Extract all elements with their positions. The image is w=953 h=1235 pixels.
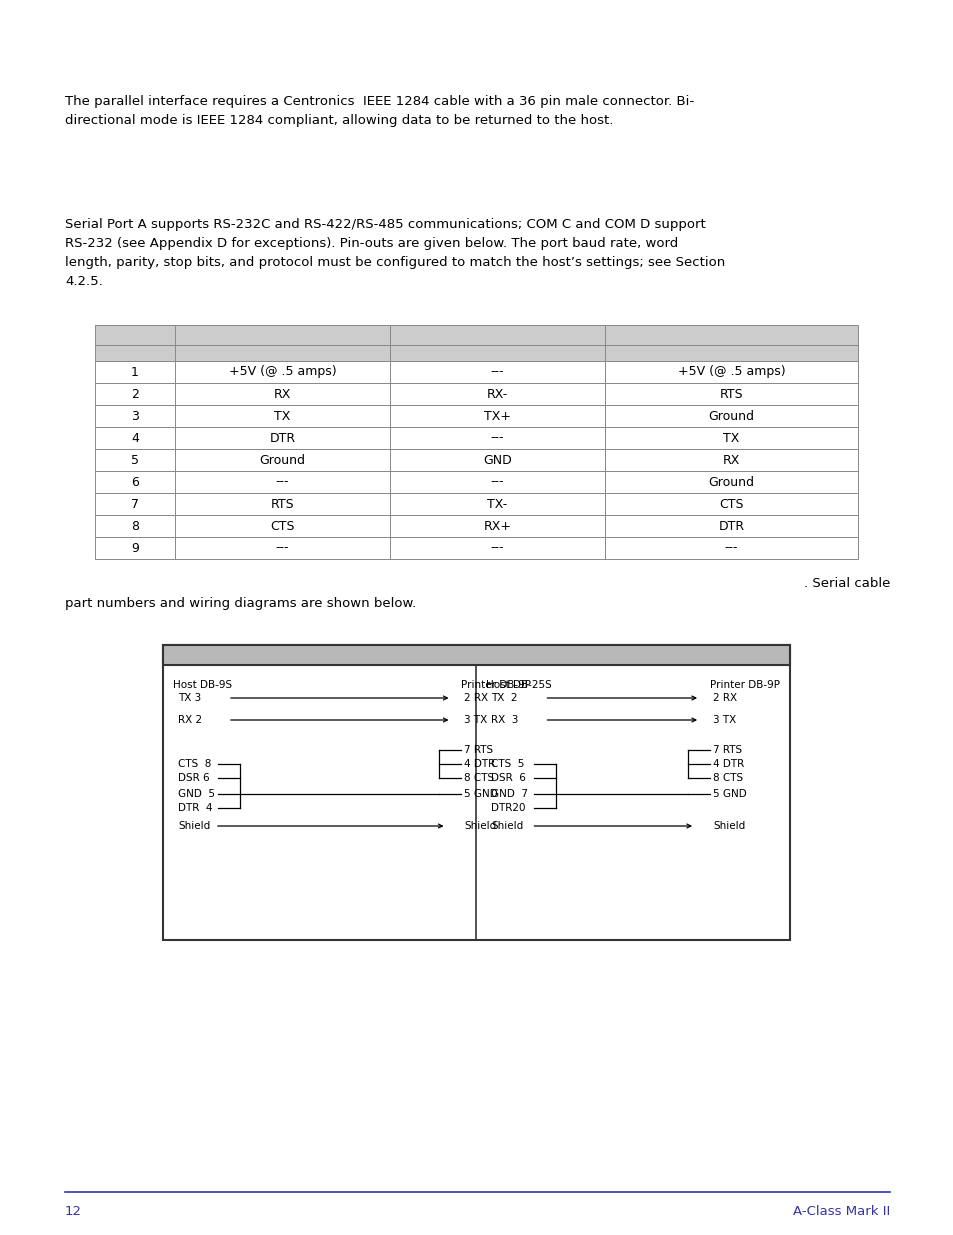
Text: ---: --- <box>490 541 504 555</box>
Text: +5V (@ .5 amps): +5V (@ .5 amps) <box>229 366 336 378</box>
Text: TX: TX <box>722 431 739 445</box>
Bar <box>163 645 789 664</box>
Text: 12: 12 <box>65 1205 82 1218</box>
Text: GND  7: GND 7 <box>491 789 528 799</box>
Text: Printer DB-9P: Printer DB-9P <box>461 680 531 690</box>
Text: 8: 8 <box>131 520 139 532</box>
Text: 2: 2 <box>131 388 139 400</box>
Text: CTS: CTS <box>719 498 743 510</box>
Text: TX: TX <box>274 410 291 422</box>
Text: 5 GND: 5 GND <box>464 789 497 799</box>
Bar <box>95 345 857 361</box>
Bar <box>95 493 857 515</box>
Text: Serial Port A supports RS-232C and RS-422/RS-485 communications; COM C and COM D: Serial Port A supports RS-232C and RS-42… <box>65 219 724 288</box>
Text: Host DB-9S: Host DB-9S <box>172 680 232 690</box>
Bar <box>95 383 857 405</box>
Text: RX: RX <box>274 388 291 400</box>
Text: 7 RTS: 7 RTS <box>464 745 493 755</box>
Text: Shield: Shield <box>712 821 744 831</box>
Text: RX+: RX+ <box>483 520 511 532</box>
Text: part numbers and wiring diagrams are shown below.: part numbers and wiring diagrams are sho… <box>65 597 416 610</box>
Text: 1: 1 <box>131 366 139 378</box>
Text: RX-: RX- <box>486 388 508 400</box>
Text: ---: --- <box>490 366 504 378</box>
Bar <box>95 427 857 450</box>
Text: Shield: Shield <box>464 821 497 831</box>
Text: 9: 9 <box>131 541 139 555</box>
Text: Ground: Ground <box>259 453 305 467</box>
Text: 3: 3 <box>131 410 139 422</box>
Text: RTS: RTS <box>271 498 294 510</box>
Text: +5V (@ .5 amps): +5V (@ .5 amps) <box>677 366 784 378</box>
Text: DTR20: DTR20 <box>491 803 525 813</box>
Text: GND  5: GND 5 <box>178 789 214 799</box>
Text: 2 RX: 2 RX <box>712 693 737 703</box>
Text: 4 DTR: 4 DTR <box>712 760 743 769</box>
Text: ---: --- <box>724 541 738 555</box>
Text: 5: 5 <box>131 453 139 467</box>
Bar <box>95 361 857 383</box>
Bar <box>95 405 857 427</box>
Text: CTS  8: CTS 8 <box>178 760 212 769</box>
Text: The parallel interface requires a Centronics  IEEE 1284 cable with a 36 pin male: The parallel interface requires a Centro… <box>65 95 694 127</box>
Text: CTS: CTS <box>270 520 294 532</box>
Text: 3 TX: 3 TX <box>464 715 487 725</box>
Text: TX-: TX- <box>487 498 507 510</box>
Bar <box>163 645 789 940</box>
Text: Shield: Shield <box>491 821 523 831</box>
Bar <box>95 450 857 471</box>
Bar <box>95 325 857 345</box>
Text: RX 2: RX 2 <box>178 715 202 725</box>
Text: Ground: Ground <box>708 475 754 489</box>
Text: 8 CTS: 8 CTS <box>712 773 742 783</box>
Text: DTR: DTR <box>718 520 743 532</box>
Text: 7 RTS: 7 RTS <box>712 745 741 755</box>
Text: ---: --- <box>275 541 289 555</box>
Text: 5 GND: 5 GND <box>712 789 746 799</box>
Text: RTS: RTS <box>719 388 742 400</box>
Text: 7: 7 <box>131 498 139 510</box>
Text: ---: --- <box>275 475 289 489</box>
Text: Host DB-25S: Host DB-25S <box>486 680 552 690</box>
Text: Printer DB-9P: Printer DB-9P <box>709 680 780 690</box>
Text: DTR  4: DTR 4 <box>178 803 213 813</box>
Text: Ground: Ground <box>708 410 754 422</box>
Text: DSR  6: DSR 6 <box>491 773 526 783</box>
Text: A-Class Mark II: A-Class Mark II <box>792 1205 889 1218</box>
Text: RX: RX <box>722 453 740 467</box>
Text: 4: 4 <box>131 431 139 445</box>
Bar <box>95 515 857 537</box>
Text: 3 TX: 3 TX <box>712 715 736 725</box>
Text: TX+: TX+ <box>483 410 511 422</box>
Text: DTR: DTR <box>269 431 295 445</box>
Text: ---: --- <box>490 475 504 489</box>
Text: GND: GND <box>482 453 512 467</box>
Text: TX 3: TX 3 <box>178 693 201 703</box>
Text: ---: --- <box>490 431 504 445</box>
Text: 6: 6 <box>131 475 139 489</box>
Text: DSR 6: DSR 6 <box>178 773 210 783</box>
Bar <box>95 471 857 493</box>
Text: . Serial cable: . Serial cable <box>802 577 889 590</box>
Text: 2 RX: 2 RX <box>464 693 488 703</box>
Text: 4 DTR: 4 DTR <box>464 760 496 769</box>
Bar <box>95 537 857 559</box>
Text: CTS  5: CTS 5 <box>491 760 524 769</box>
Text: RX  3: RX 3 <box>491 715 518 725</box>
Text: Shield: Shield <box>178 821 210 831</box>
Text: 8 CTS: 8 CTS <box>464 773 494 783</box>
Text: TX  2: TX 2 <box>491 693 517 703</box>
